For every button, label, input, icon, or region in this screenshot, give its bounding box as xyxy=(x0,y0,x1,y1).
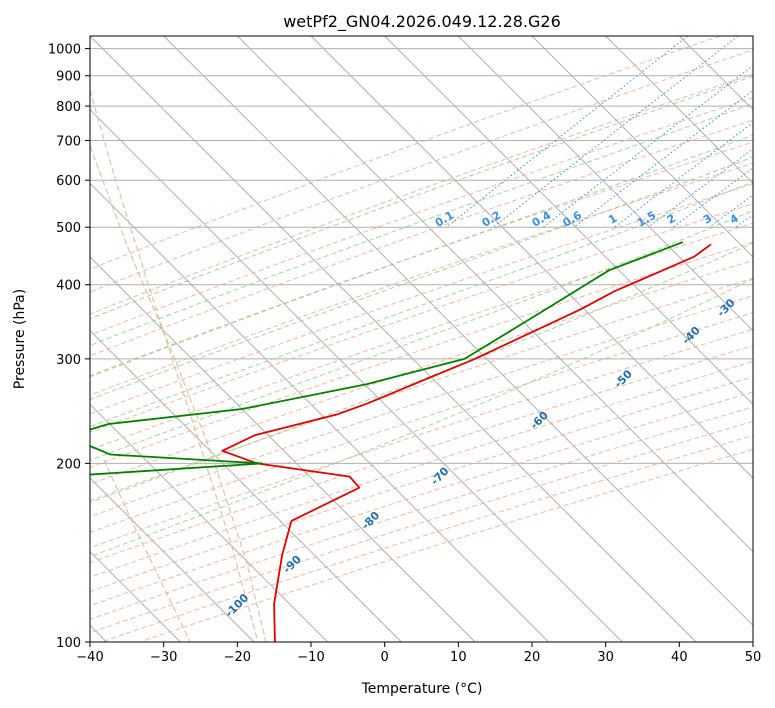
pressure-gridlines xyxy=(90,48,753,642)
isotherm-line xyxy=(90,256,476,642)
dry-adiabat-line xyxy=(90,312,753,533)
dry-adiabat-line xyxy=(90,183,753,415)
y-tick-label: 100 xyxy=(56,636,81,651)
dry-adiabat-line xyxy=(90,162,753,396)
moist-adiabat-line xyxy=(90,156,753,401)
y-tick-label: 500 xyxy=(56,221,81,236)
lcl-curve xyxy=(90,145,267,642)
x-tick-label: −20 xyxy=(224,650,251,665)
isotherm-line xyxy=(90,182,550,642)
dry-adiabat-line xyxy=(90,344,753,564)
moist-adiabat-line xyxy=(90,242,753,504)
lcl-curve xyxy=(90,89,259,642)
moist-adiabat-line xyxy=(90,210,753,461)
dry-adiabat-line xyxy=(90,277,753,502)
isotherm-line xyxy=(531,36,753,258)
x-tick-label: 0 xyxy=(381,650,389,665)
x-tick-label: 20 xyxy=(524,650,541,665)
moist-adiabat-line xyxy=(90,103,753,347)
x-tick-label: 40 xyxy=(671,650,688,665)
mixing-ratio-line xyxy=(542,64,753,228)
mixing-ratio-line xyxy=(672,167,753,228)
x-axis-ticks: −40 −30 −20 −10 0 10 20 30 40 50 xyxy=(76,642,761,665)
dry-adiabat-line xyxy=(90,241,753,468)
mixing-ratio-line xyxy=(614,122,753,228)
y-tick-label: 800 xyxy=(56,100,81,115)
y-tick-label: 400 xyxy=(56,279,81,294)
moist-adiabat-lines xyxy=(90,75,753,558)
dry-adiabat-line xyxy=(90,141,753,377)
moist-adiabat-line xyxy=(90,278,753,558)
lcl-curves xyxy=(90,89,267,642)
isotherm-lines xyxy=(90,36,753,642)
isotherm-line xyxy=(90,329,402,642)
dry-adiabat-line xyxy=(90,203,753,433)
dry-adiabat-line xyxy=(90,360,753,578)
y-tick-label: 700 xyxy=(56,134,81,149)
isotherm-line xyxy=(90,36,697,642)
isotherm-line xyxy=(605,36,753,185)
dry-adiabat-line xyxy=(90,119,753,357)
x-tick-label: 30 xyxy=(597,650,614,665)
plot-area: 0.10.20.40.611.52346810131620253036-100-… xyxy=(90,36,753,642)
profile-series xyxy=(90,241,712,642)
dry-adiabat-line xyxy=(90,376,753,593)
isotherm-line xyxy=(90,108,623,642)
y-axis-label: Pressure (hPa) xyxy=(12,289,28,389)
profile-line xyxy=(90,241,684,476)
moist-adiabat-line xyxy=(90,181,753,428)
isotherm-line xyxy=(90,477,255,642)
mixing-ratio-lines xyxy=(445,36,753,228)
profile-line xyxy=(221,243,712,642)
mixing-ratio-line xyxy=(445,36,689,228)
y-tick-label: 200 xyxy=(56,457,81,472)
x-tick-label: −40 xyxy=(76,650,103,665)
x-tick-label: 10 xyxy=(450,650,467,665)
plot-frame xyxy=(89,35,754,643)
dry-adiabat-line xyxy=(90,328,753,549)
isotherm-line xyxy=(163,36,753,627)
isotherm-line xyxy=(236,36,753,553)
isotherm-line xyxy=(90,403,329,642)
chart-title: wetPf2_GN04.2026.049.12.28.G26 xyxy=(283,12,561,32)
x-tick-label: 50 xyxy=(745,650,762,665)
isotherm-line xyxy=(310,36,753,479)
dry-adiabat-line xyxy=(90,391,753,607)
dry-adiabat-lines xyxy=(90,36,753,642)
x-tick-label: −30 xyxy=(150,650,177,665)
y-tick-label: 300 xyxy=(56,353,81,368)
y-tick-label: 900 xyxy=(56,70,81,85)
y-tick-label: 1000 xyxy=(48,43,81,58)
lcl-curve xyxy=(103,459,191,642)
x-tick-label: −10 xyxy=(297,650,324,665)
isotherm-line xyxy=(457,36,753,332)
y-axis-ticks: 100 200 300 400 500 600 700 800 900 1000 xyxy=(48,43,90,651)
x-axis-label: Temperature (°C) xyxy=(361,681,483,697)
y-tick-label: 600 xyxy=(56,174,81,189)
dry-adiabat-line xyxy=(139,448,753,642)
isotherm-line xyxy=(384,36,753,406)
moist-adiabat-line xyxy=(90,75,753,320)
